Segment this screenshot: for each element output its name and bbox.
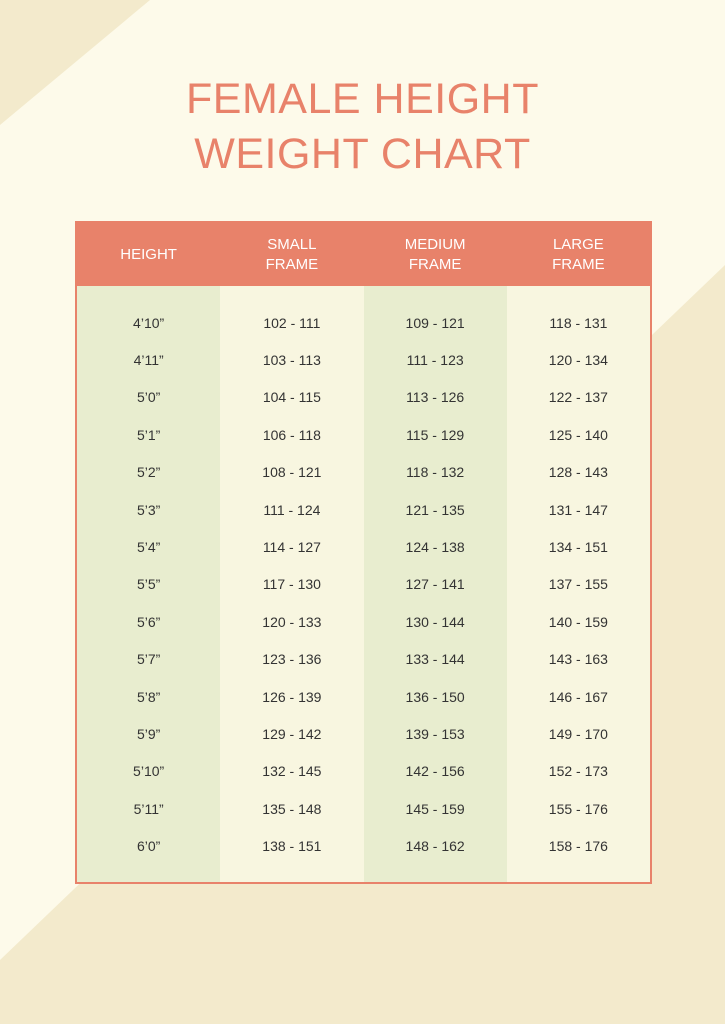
height-cell: 5’2”: [136, 464, 161, 481]
small-frame-cell: 117 - 130: [262, 576, 321, 593]
small-frame-cell: 108 - 121: [262, 464, 322, 481]
small-frame-cell: 114 - 127: [262, 539, 321, 556]
large-frame-cell: 131 - 147: [548, 501, 608, 518]
height-cell: 5’9”: [136, 725, 161, 742]
table-body: 4’10” 4’11” 5’0” 5’1” 5’2” 5’3” 5’4” 5’5” 5’6” 5’…: [77, 286, 650, 882]
header-large-frame: LARGE FRAME: [552, 235, 605, 273]
height-cell: 5’8”: [136, 688, 161, 705]
small-frame-cell: 111 - 124: [263, 501, 321, 518]
large-frame-cell: 155 - 176: [548, 800, 608, 817]
page-title: FEMALE HEIGHT WEIGHT CHART: [0, 72, 725, 182]
medium-frame-cell: 109 - 121: [405, 314, 465, 331]
large-frame-cell: 118 - 131: [549, 314, 608, 331]
top-left-corner-shape: [0, 0, 150, 125]
title-line-1: FEMALE HEIGHT: [186, 75, 539, 123]
height-column: 4’10” 4’11” 5’0” 5’1” 5’2” 5’3” 5’4” 5’5” 5’6” 5’…: [77, 286, 221, 882]
large-frame-cell: 143 - 163: [548, 651, 608, 668]
medium-frame-cell: 133 - 144: [405, 651, 465, 668]
medium-frame-cell: 115 - 129: [406, 426, 465, 443]
medium-frame-cell: 130 - 144: [405, 613, 465, 630]
large-frame-cell: 152 - 173: [548, 763, 608, 780]
height-cell: 5’7”: [136, 651, 161, 668]
medium-frame-cell: 124 - 138: [405, 539, 465, 556]
header-height: HEIGHT: [120, 245, 177, 263]
height-cell: 5’3”: [136, 501, 161, 518]
small-frame-column: 102 - 111 103 - 113 104 - 115 106 - 118 108 …: [220, 286, 363, 882]
medium-frame-cell: 111 - 123: [406, 352, 464, 369]
small-frame-cell: 120 - 133: [262, 613, 322, 630]
small-frame-cell: 103 - 113: [262, 352, 321, 369]
height-cell: 4’10”: [133, 314, 165, 331]
small-frame-cell: 135 - 148: [262, 800, 322, 817]
medium-frame-cell: 145 - 159: [405, 800, 465, 817]
height-cell: 5’6”: [136, 613, 161, 630]
small-frame-cell: 123 - 136: [262, 651, 322, 668]
medium-frame-cell: 118 - 132: [406, 464, 465, 481]
large-frame-cell: 128 - 143: [548, 464, 608, 481]
medium-frame-cell: 148 - 162: [405, 838, 465, 855]
large-frame-cell: 122 - 137: [548, 389, 608, 406]
medium-frame-cell: 139 - 153: [405, 725, 465, 742]
height-cell: 5’0”: [136, 389, 161, 406]
height-cell: 5’5”: [136, 576, 161, 593]
medium-frame-cell: 136 - 150: [405, 688, 465, 705]
height-cell: 5’1”: [136, 426, 161, 443]
small-frame-cell: 104 - 115: [262, 389, 321, 406]
small-frame-cell: 106 - 118: [262, 426, 321, 443]
large-frame-cell: 137 - 155: [548, 576, 608, 593]
height-cell: 5’10”: [133, 763, 165, 780]
large-frame-cell: 125 - 140: [548, 426, 608, 443]
header-small-frame: SMALL FRAME: [265, 235, 319, 273]
medium-frame-column: 109 - 121 111 - 123 113 - 126 115 - 129 118 …: [363, 286, 507, 882]
medium-frame-cell: 142 - 156: [405, 763, 465, 780]
height-cell: 5’4”: [136, 539, 161, 556]
small-frame-cell: 102 - 111: [263, 314, 321, 331]
small-frame-cell: 138 - 151: [262, 838, 322, 855]
height-cell: 5’11”: [133, 800, 164, 817]
table-header-row: HEIGHT SMALL FRAME MEDIUM FRAME LARGE FR…: [77, 223, 650, 286]
medium-frame-cell: 121 - 135: [405, 501, 465, 518]
large-frame-cell: 120 - 134: [548, 352, 608, 369]
large-frame-column: 118 - 131 120 - 134 122 - 137 125 - 140 128 …: [507, 286, 650, 882]
medium-frame-cell: 127 - 141: [405, 576, 465, 593]
height-cell: 6’0”: [136, 838, 161, 855]
large-frame-cell: 158 - 176: [548, 838, 608, 855]
header-medium-frame: MEDIUM FRAME: [404, 235, 466, 273]
medium-frame-cell: 113 - 126: [406, 389, 465, 406]
large-frame-cell: 140 - 159: [548, 613, 608, 630]
height-weight-table: HEIGHT SMALL FRAME MEDIUM FRAME LARGE FR…: [75, 221, 652, 884]
small-frame-cell: 129 - 142: [262, 725, 322, 742]
title-line-2: WEIGHT CHART: [194, 130, 531, 178]
small-frame-cell: 126 - 139: [262, 688, 322, 705]
height-cell: 4’11”: [133, 352, 164, 369]
large-frame-cell: 149 - 170: [548, 725, 608, 742]
large-frame-cell: 146 - 167: [548, 688, 608, 705]
large-frame-cell: 134 - 151: [548, 539, 608, 556]
small-frame-cell: 132 - 145: [262, 763, 322, 780]
